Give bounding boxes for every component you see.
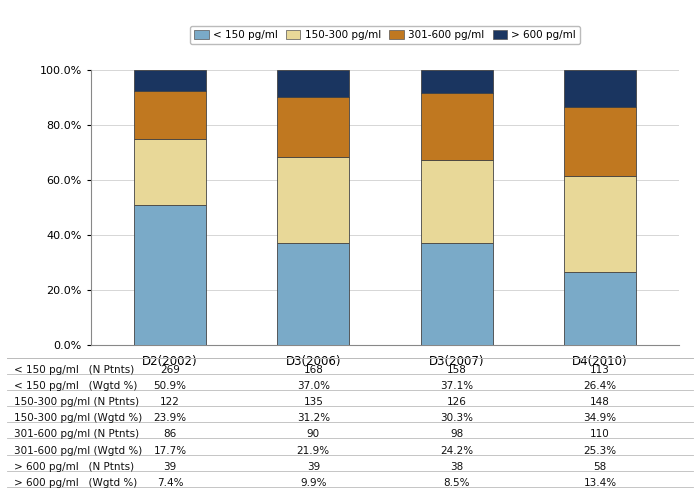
Text: < 150 pg/ml   (N Ptnts): < 150 pg/ml (N Ptnts) xyxy=(14,364,134,374)
Text: 9.9%: 9.9% xyxy=(300,478,326,488)
Bar xyxy=(277,244,349,345)
Bar xyxy=(564,70,636,107)
Text: 30.3%: 30.3% xyxy=(440,413,473,423)
Text: 158: 158 xyxy=(447,364,467,374)
Bar xyxy=(134,205,206,345)
Text: 122: 122 xyxy=(160,397,180,407)
Text: 38: 38 xyxy=(450,462,463,471)
Text: 135: 135 xyxy=(303,397,323,407)
Text: > 600 pg/ml   (N Ptnts): > 600 pg/ml (N Ptnts) xyxy=(14,462,134,471)
Text: 150-300 pg/ml (Wgtd %): 150-300 pg/ml (Wgtd %) xyxy=(14,413,142,423)
Text: 58: 58 xyxy=(594,462,607,471)
Text: 301-600 pg/ml (Wgtd %): 301-600 pg/ml (Wgtd %) xyxy=(14,446,142,456)
Bar xyxy=(277,158,349,244)
Text: 39: 39 xyxy=(307,462,320,471)
Bar xyxy=(564,176,636,272)
Text: 39: 39 xyxy=(163,462,176,471)
Text: 34.9%: 34.9% xyxy=(584,413,617,423)
Text: 31.2%: 31.2% xyxy=(297,413,330,423)
Text: > 600 pg/ml   (Wgtd %): > 600 pg/ml (Wgtd %) xyxy=(14,478,137,488)
Bar xyxy=(134,70,206,90)
Text: 126: 126 xyxy=(447,397,467,407)
Bar xyxy=(564,107,636,176)
Bar xyxy=(421,70,493,93)
Text: 98: 98 xyxy=(450,430,463,440)
Bar xyxy=(277,97,349,158)
Text: 150-300 pg/ml (N Ptnts): 150-300 pg/ml (N Ptnts) xyxy=(14,397,139,407)
Text: 269: 269 xyxy=(160,364,180,374)
Text: 113: 113 xyxy=(590,364,610,374)
Text: 148: 148 xyxy=(590,397,610,407)
Legend: < 150 pg/ml, 150-300 pg/ml, 301-600 pg/ml, > 600 pg/ml: < 150 pg/ml, 150-300 pg/ml, 301-600 pg/m… xyxy=(190,26,580,44)
Bar xyxy=(277,70,349,97)
Text: 37.1%: 37.1% xyxy=(440,381,473,391)
Text: 8.5%: 8.5% xyxy=(444,478,470,488)
Text: 110: 110 xyxy=(590,430,610,440)
Bar xyxy=(564,272,636,345)
Text: 37.0%: 37.0% xyxy=(297,381,330,391)
Text: < 150 pg/ml   (Wgtd %): < 150 pg/ml (Wgtd %) xyxy=(14,381,137,391)
Text: 26.4%: 26.4% xyxy=(584,381,617,391)
Text: 24.2%: 24.2% xyxy=(440,446,473,456)
Text: 13.4%: 13.4% xyxy=(584,478,617,488)
Text: 86: 86 xyxy=(163,430,176,440)
Bar xyxy=(421,160,493,243)
Text: 50.9%: 50.9% xyxy=(153,381,186,391)
Text: 17.7%: 17.7% xyxy=(153,446,186,456)
Bar xyxy=(421,243,493,345)
Text: 23.9%: 23.9% xyxy=(153,413,186,423)
Bar xyxy=(134,90,206,140)
Bar xyxy=(134,140,206,205)
Bar xyxy=(421,93,493,160)
Text: 301-600 pg/ml (N Ptnts): 301-600 pg/ml (N Ptnts) xyxy=(14,430,139,440)
Text: 7.4%: 7.4% xyxy=(157,478,183,488)
Text: 168: 168 xyxy=(303,364,323,374)
Text: 21.9%: 21.9% xyxy=(297,446,330,456)
Text: 25.3%: 25.3% xyxy=(584,446,617,456)
Text: 90: 90 xyxy=(307,430,320,440)
